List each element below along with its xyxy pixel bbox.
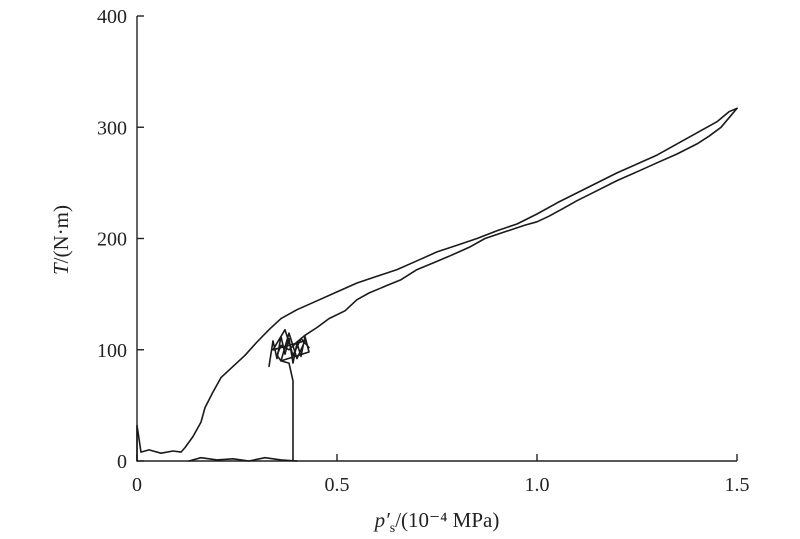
y-tick-label: 100 xyxy=(97,340,127,362)
y-axis-symbol: T xyxy=(49,262,73,275)
x-axis: 0 0.5 1.0 1.5 xyxy=(132,454,750,496)
series-line-1 xyxy=(136,107,738,462)
x-axis-subscript: s xyxy=(390,521,395,536)
x-ticks: 0 0.5 1.0 1.5 xyxy=(132,454,750,496)
series-group xyxy=(136,107,738,462)
y-tick-label: 300 xyxy=(97,117,127,139)
x-tick-label: 1.0 xyxy=(525,474,550,496)
y-tick-label: 200 xyxy=(97,229,127,251)
y-axis: 0 100 200 300 400 xyxy=(97,6,144,473)
series-line-2 xyxy=(276,107,738,462)
x-axis-unit: /(10⁻⁴ MPa) xyxy=(395,508,499,532)
series-line-4 xyxy=(188,456,298,462)
x-tick-label: 1.5 xyxy=(725,474,750,496)
series-line-3 xyxy=(268,328,310,368)
y-tick-label: 0 xyxy=(117,451,127,473)
x-axis-symbol: p′ xyxy=(373,508,391,532)
y-axis-unit: /(N·m) xyxy=(49,205,73,263)
y-axis-label: T/(N·m) xyxy=(49,205,73,275)
y-tick-label: 400 xyxy=(97,6,127,28)
x-tick-label: 0 xyxy=(132,474,142,496)
y-ticks: 0 100 200 300 400 xyxy=(97,6,144,473)
x-tick-label: 0.5 xyxy=(325,474,350,496)
x-axis-label: p′s/(10⁻⁴ MPa) xyxy=(373,508,500,536)
